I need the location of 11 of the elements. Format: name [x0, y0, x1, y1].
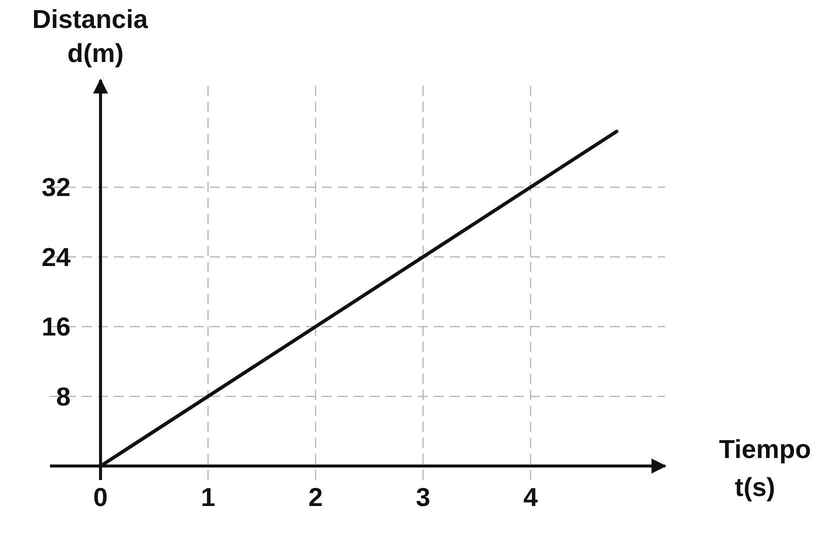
x-axis-title: Tiempo t(s): [719, 434, 811, 502]
y-tick-label: 8: [56, 381, 71, 412]
y-tick-label: 24: [42, 242, 72, 272]
y-tick-label: 32: [42, 172, 71, 202]
x-tick-label: 0: [93, 482, 108, 512]
y-tick-label: 16: [42, 312, 71, 342]
x-tick-label: 2: [308, 482, 323, 512]
x-tick-label: 4: [523, 482, 538, 512]
x-tick-label: 3: [416, 482, 430, 512]
x-tick-label: 1: [200, 482, 216, 512]
y-axis-title: Distancia d(m): [32, 4, 148, 68]
